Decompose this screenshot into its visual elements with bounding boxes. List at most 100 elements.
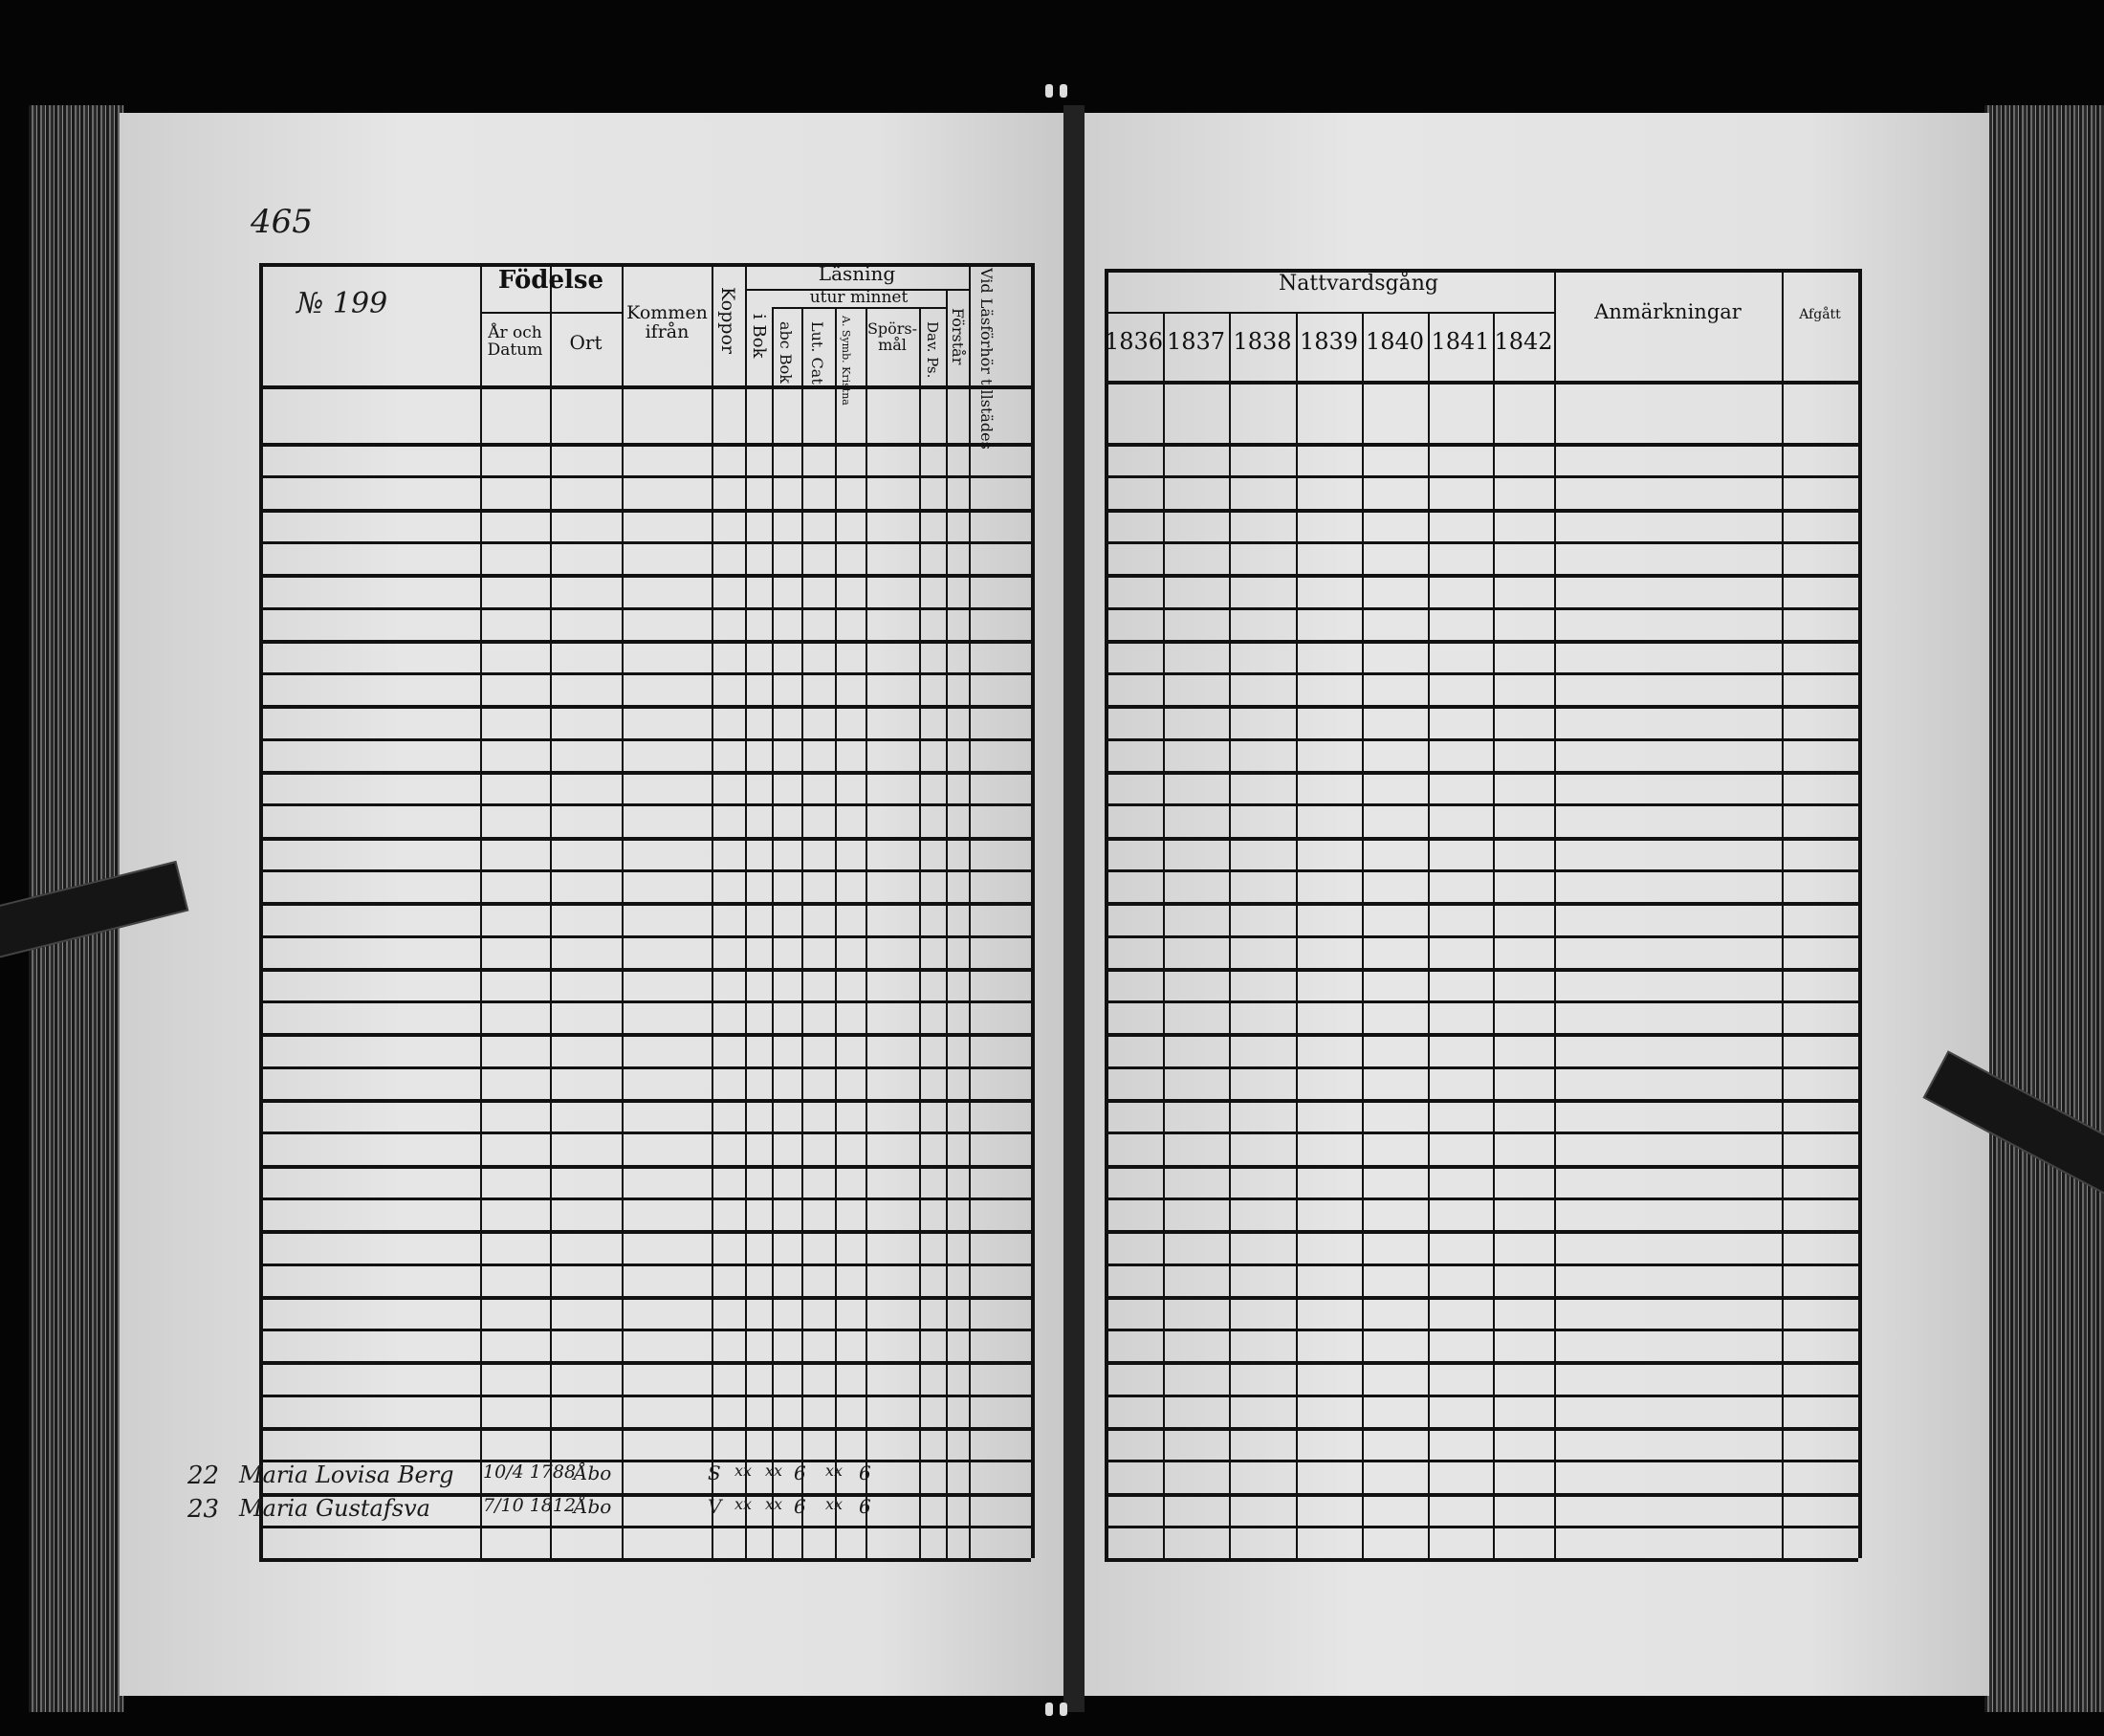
entry-abc-bok: xx	[765, 1494, 783, 1513]
column-rule	[1858, 269, 1862, 1559]
row-rule	[259, 1329, 1031, 1332]
row-rule	[1105, 1394, 1858, 1397]
entry-no: 23	[187, 1494, 220, 1524]
row-rule	[1105, 1525, 1858, 1528]
row-rule	[1105, 967, 1858, 972]
header-ort: Ort	[569, 331, 603, 354]
column-rule	[259, 263, 263, 1559]
entry-i-bok: xx	[734, 1461, 753, 1481]
column-rule	[480, 263, 482, 1559]
year-header: 1841	[1431, 328, 1490, 355]
table-top-rule	[259, 263, 1031, 267]
row-rule	[259, 475, 1031, 479]
column-rule	[801, 307, 803, 1559]
row-rule	[259, 1295, 1031, 1300]
row-rule	[1105, 1164, 1858, 1169]
row-rule	[259, 1099, 1031, 1103]
row-rule	[1105, 1427, 1858, 1431]
rule	[1105, 312, 1554, 314]
row-rule	[1105, 475, 1858, 479]
rule	[772, 307, 946, 309]
entry-koppor: V	[708, 1494, 722, 1518]
row-rule	[1105, 574, 1858, 579]
entry-koppor: S	[708, 1461, 721, 1485]
row-rule	[1105, 1361, 1858, 1366]
column-rule	[1782, 269, 1784, 1559]
entry-date: 10/4 1788	[483, 1461, 577, 1483]
row-rule	[1105, 1329, 1858, 1332]
column-rule	[969, 263, 971, 1559]
row-rule	[259, 1164, 1031, 1169]
frame-marker	[1060, 84, 1067, 98]
header-bottom-rule	[259, 385, 1031, 389]
row-rule	[259, 934, 1031, 938]
header-afgatt: Afgått	[1799, 307, 1841, 322]
row-rule	[259, 967, 1031, 972]
entry-name: Maria Lovisa Berg	[239, 1461, 454, 1489]
row-rule	[259, 540, 1031, 544]
entry-i-bok: xx	[734, 1494, 753, 1513]
header-koppor: Koppor	[717, 287, 738, 354]
book-gutter	[1063, 105, 1085, 1712]
header-a-symb: A. Symb. Kristna	[840, 316, 852, 406]
row-rule	[1105, 443, 1858, 447]
row-rule	[1105, 1033, 1858, 1038]
column-rule	[712, 263, 713, 1559]
row-rule	[1105, 1066, 1858, 1069]
entry-a-symb: xx	[825, 1494, 844, 1513]
column-rule	[1031, 263, 1035, 1559]
row-rule	[259, 1197, 1031, 1200]
row-rule	[1105, 1197, 1858, 1200]
entry-lut-cat: 6	[794, 1461, 806, 1485]
header-lasning: Läsning	[818, 262, 896, 285]
row-rule	[1105, 1230, 1858, 1235]
header-vid-lasforhor: Vid Läsförhör tillstädes	[977, 268, 996, 450]
header-fodelse: Födelse	[497, 266, 604, 295]
row-rule	[1105, 1492, 1858, 1497]
header-i-bok: i Bok	[749, 314, 769, 359]
column-rule	[835, 307, 837, 1559]
frame-marker	[1060, 1703, 1067, 1716]
header-bottom-rule	[1105, 381, 1858, 385]
frame-marker	[1045, 1703, 1053, 1716]
entry-sporsmal: 6	[859, 1494, 871, 1518]
row-rule	[259, 1132, 1031, 1135]
row-rule	[259, 1394, 1031, 1397]
year-header: 1837	[1166, 328, 1226, 355]
row-rule	[1105, 1099, 1858, 1103]
entry-sporsmal: 6	[859, 1461, 871, 1485]
number-header: № 199	[296, 287, 388, 320]
row-rule	[259, 1000, 1031, 1004]
row-rule	[1105, 771, 1858, 775]
row-rule	[1105, 1263, 1858, 1266]
table-top-rule	[1105, 269, 1858, 273]
row-rule	[1105, 705, 1858, 710]
row-rule	[1105, 737, 1858, 741]
row-rule	[1105, 902, 1858, 907]
header-sporsmal: Spörs- mål	[866, 319, 918, 354]
column-rule	[946, 289, 948, 1559]
column-rule	[622, 263, 624, 1559]
row-rule	[259, 606, 1031, 610]
row-rule	[259, 1230, 1031, 1235]
year-header: 1836	[1105, 328, 1164, 355]
row-rule	[259, 705, 1031, 710]
row-rule	[259, 1033, 1031, 1038]
row-rule	[259, 443, 1031, 447]
row-rule	[259, 1492, 1031, 1497]
row-rule	[259, 771, 1031, 775]
year-header: 1838	[1233, 328, 1292, 355]
row-rule	[259, 1525, 1031, 1528]
row-rule	[1105, 1460, 1858, 1463]
row-rule	[259, 1558, 1031, 1563]
row-rule	[259, 836, 1031, 841]
header-utur-minnet: utur minnet	[809, 288, 909, 307]
header-anmarkningar: Anmärkningar	[1594, 300, 1742, 323]
row-rule	[259, 672, 1031, 676]
header-lut-cat: Lut. Cat.	[808, 321, 826, 389]
header-abc-bok: abc Bok	[777, 321, 795, 384]
rule	[745, 289, 969, 291]
header-forstar: Förstår	[949, 308, 967, 365]
column-rule	[919, 307, 921, 1559]
row-rule	[259, 868, 1031, 872]
